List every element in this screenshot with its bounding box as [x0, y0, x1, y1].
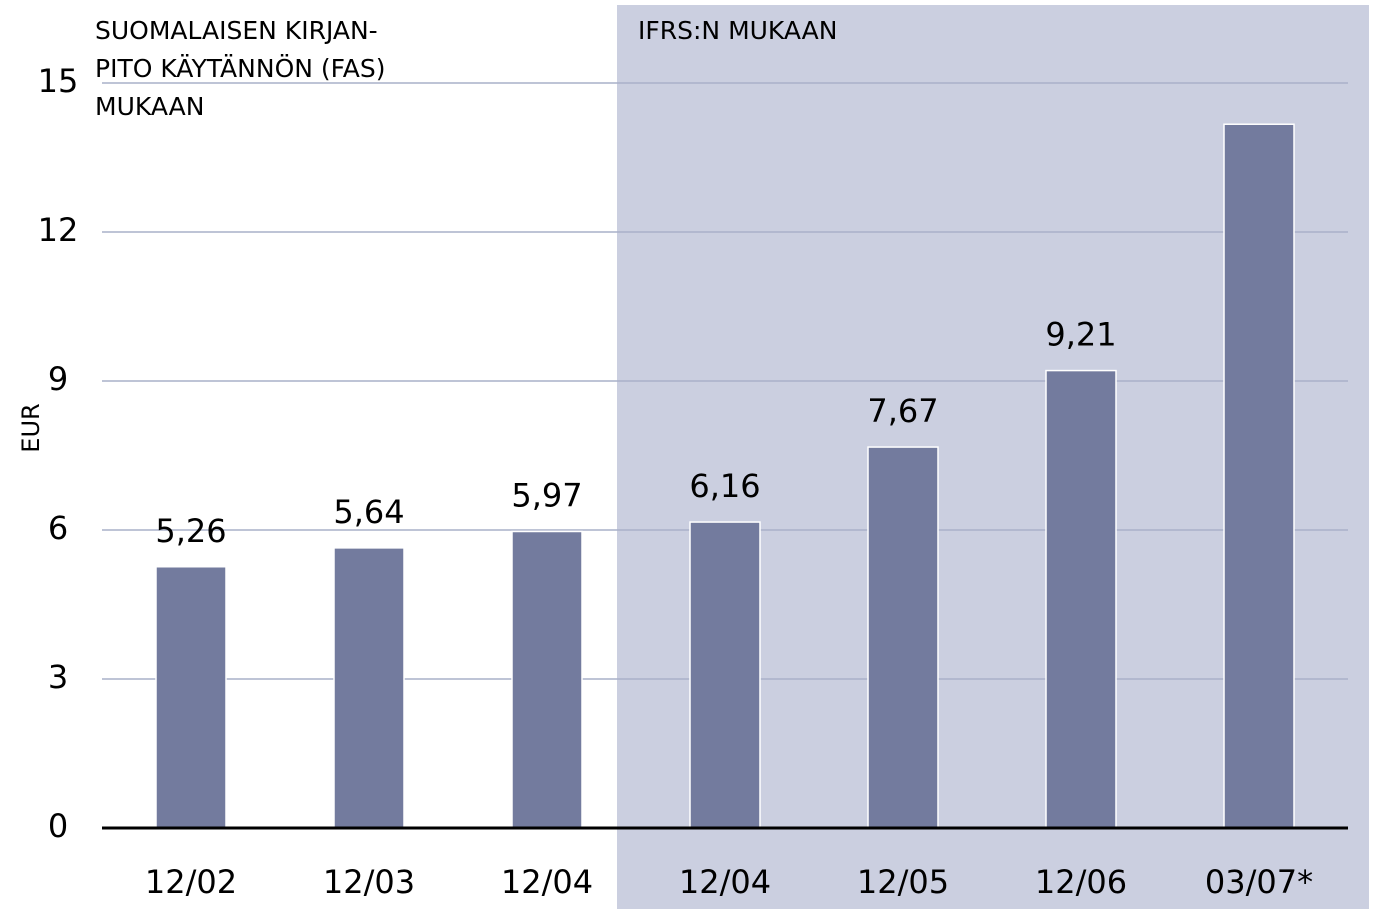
x-tick-label: 12/02	[145, 863, 237, 901]
y-tick-label: 12	[38, 211, 79, 249]
value-label: 9,21	[1045, 316, 1116, 354]
value-label: 5,26	[155, 512, 226, 550]
y-tick-label: 0	[48, 807, 68, 845]
bar	[1045, 369, 1117, 829]
bar	[1223, 123, 1295, 829]
y-tick-label: 6	[48, 509, 68, 547]
x-tick-label: 12/05	[857, 863, 949, 901]
annotation: SUOMALAISEN KIRJAN-	[95, 16, 378, 45]
value-label: 5,97	[511, 476, 582, 514]
y-axis-label: EUR	[17, 403, 45, 452]
x-tick-label: 12/06	[1035, 863, 1127, 901]
y-tick-label: 9	[48, 360, 68, 398]
annotation: IFRS:N MUKAAN	[638, 16, 838, 45]
bar	[511, 530, 583, 829]
x-tick-label: 03/07*	[1205, 863, 1313, 901]
value-label: 5,64	[333, 493, 404, 531]
y-tick-label: 15	[38, 62, 79, 100]
annotation: PITO KÄYTÄNNÖN (FAS)	[95, 54, 385, 83]
y-tick-label: 3	[48, 658, 68, 696]
bar	[867, 446, 939, 829]
x-tick-label: 12/04	[501, 863, 593, 901]
value-label: 7,67	[867, 392, 938, 430]
bar	[155, 566, 227, 829]
annotation: MUKAAN	[95, 92, 204, 121]
value-label: 6,16	[689, 467, 760, 505]
x-tick-label: 12/04	[679, 863, 771, 901]
x-tick-label: 12/03	[323, 863, 415, 901]
bar	[689, 521, 761, 829]
bar	[333, 547, 405, 829]
